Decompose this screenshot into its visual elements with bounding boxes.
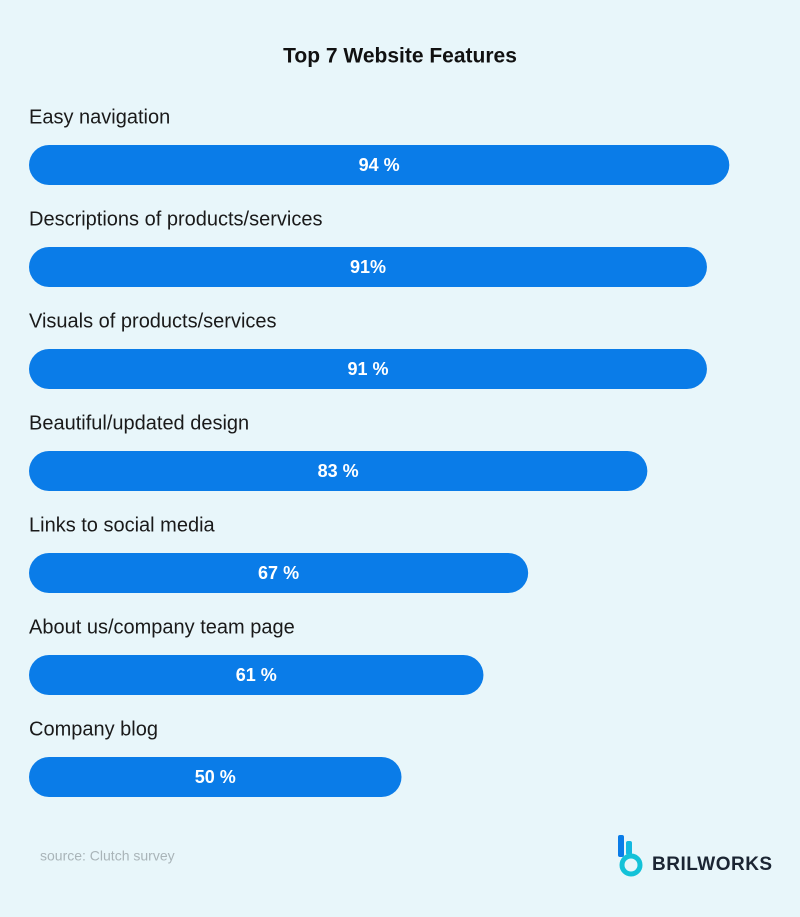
source-note: source: Clutch survey (40, 848, 175, 864)
bar (29, 247, 707, 287)
bar (29, 757, 402, 797)
bar (29, 349, 707, 389)
brand-name: BRILWORKS (652, 854, 773, 875)
value-label: 50 % (195, 767, 236, 787)
value-label: 94 % (359, 155, 400, 175)
value-label: 61 % (236, 665, 277, 685)
value-label: 91% (350, 257, 386, 277)
value-label: 83 % (318, 461, 359, 481)
brand-logo: BRILWORKS (618, 835, 773, 877)
bar (29, 145, 730, 185)
category-label: Company blog (29, 718, 158, 740)
value-label: 91 % (347, 359, 388, 379)
value-label: 67 % (258, 563, 299, 583)
bar (29, 655, 484, 695)
logo-bar (618, 835, 624, 857)
category-label: Visuals of products/services (29, 310, 277, 332)
bar (29, 553, 529, 593)
logo-bar (626, 841, 632, 855)
bar (29, 451, 648, 491)
category-label: About us/company team page (29, 616, 295, 638)
chart-title: Top 7 Website Features (283, 45, 517, 68)
category-label: Descriptions of products/services (29, 208, 322, 230)
category-label: Beautiful/updated design (29, 412, 249, 434)
category-label: Links to social media (29, 514, 216, 536)
category-label: Easy navigation (29, 106, 170, 128)
logo-ring (619, 853, 643, 877)
